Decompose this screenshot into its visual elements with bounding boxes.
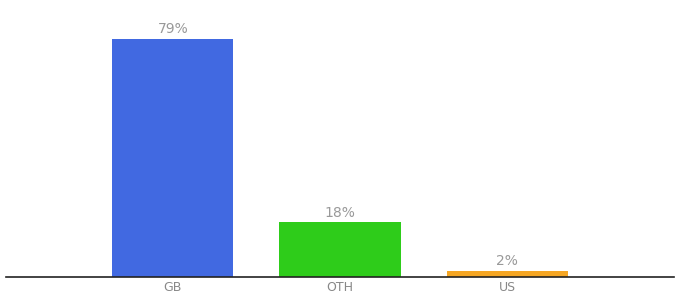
Text: 79%: 79%: [157, 22, 188, 36]
Text: 18%: 18%: [324, 206, 356, 220]
Text: 2%: 2%: [496, 254, 518, 268]
Bar: [279, 222, 401, 277]
Bar: [112, 39, 233, 277]
Bar: [447, 271, 568, 277]
